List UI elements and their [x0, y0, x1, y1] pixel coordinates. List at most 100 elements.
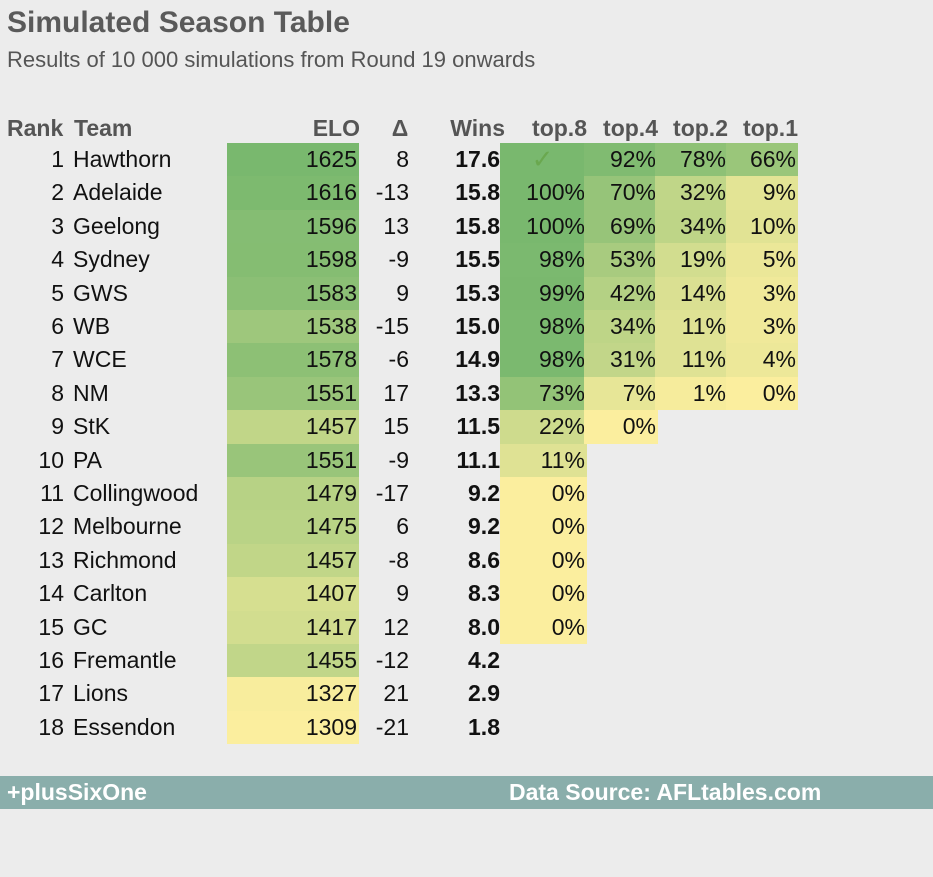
delta-cell: 8: [396, 146, 409, 172]
team-cell: PA: [73, 446, 102, 473]
elo-cell: 1538: [227, 310, 359, 344]
elo-cell: 1583: [227, 276, 359, 310]
delta-cell: 6: [396, 513, 409, 540]
top8-cell: 0%: [500, 543, 587, 578]
delta-cell: -8: [388, 546, 409, 573]
top2-cell: 11%: [655, 343, 728, 377]
wins-cell: 15.0: [455, 313, 500, 339]
top8-cell: 0%: [500, 577, 587, 611]
header-top2: top.2: [673, 115, 728, 141]
top8-cell: 0%: [500, 610, 587, 644]
team-cell: Hawthorn: [73, 146, 172, 172]
wins-cell: 15.3: [455, 279, 500, 306]
wins-cell: 15.5: [455, 246, 500, 273]
wins-cell: 15.8: [455, 179, 500, 206]
top2-cell: 14%: [655, 276, 728, 310]
top1-cell: 10%: [726, 209, 798, 244]
team-cell: WB: [73, 313, 111, 339]
team-cell: Carlton: [73, 580, 148, 607]
delta-cell: -17: [375, 480, 409, 506]
top8-cell: 73%: [500, 376, 587, 411]
delta-cell: -21: [375, 713, 409, 740]
footer-bar: +plusSixOne Data Source: AFLtables.com: [0, 776, 933, 809]
delta-cell: 13: [383, 212, 409, 239]
rank-cell: 12: [38, 513, 64, 540]
delta-cell: 9: [396, 279, 409, 306]
team-cell: Geelong: [73, 212, 160, 239]
elo-cell: 1475: [227, 510, 359, 544]
wins-cell: 1.8: [468, 713, 500, 740]
delta-cell: -15: [375, 313, 409, 339]
top4-cell: 31%: [584, 343, 658, 377]
team-cell: WCE: [73, 346, 127, 373]
top2-cell: 32%: [655, 176, 728, 210]
delta-cell: 15: [383, 413, 409, 440]
wins-cell: 8.0: [468, 613, 500, 640]
elo-cell: 1578: [227, 343, 359, 377]
header-delta: Δ: [391, 115, 409, 141]
team-cell: Sydney: [73, 246, 150, 273]
wins-cell: 14.9: [455, 346, 500, 373]
rank-cell: 14: [38, 580, 64, 607]
elo-cell: 1457: [227, 410, 359, 444]
top2-cell: 1%: [655, 376, 728, 411]
wins-cell: 15.8: [455, 212, 500, 239]
top1-cell: 0%: [726, 376, 798, 411]
top2-cell: 11%: [655, 310, 728, 344]
top1-cell: 9%: [726, 176, 798, 210]
team-cell: Richmond: [73, 546, 177, 573]
header-team: Team: [74, 115, 133, 141]
rank-cell: 9: [51, 413, 64, 440]
elo-cell: 1551: [227, 376, 359, 411]
team-cell: Essendon: [73, 713, 176, 740]
elo-cell: 1479: [227, 477, 359, 511]
top1-cell: 66%: [726, 143, 798, 177]
rank-cell: 18: [38, 713, 64, 740]
elo-cell: 1625: [227, 143, 359, 177]
elo-cell: 1417: [227, 610, 359, 644]
rank-cell: 10: [38, 446, 64, 473]
top8-cell: 100%: [500, 176, 587, 210]
team-cell: Melbourne: [73, 513, 182, 540]
wins-cell: 4.2: [468, 647, 500, 673]
top8-cell: 98%: [500, 243, 587, 277]
rank-cell: 3: [51, 212, 64, 239]
top2-cell: 78%: [655, 143, 728, 177]
delta-cell: 9: [396, 580, 409, 607]
delta-cell: -12: [375, 647, 409, 673]
header-top1: top.1: [743, 115, 798, 141]
wins-cell: 8.3: [468, 580, 500, 607]
rank-cell: 13: [38, 546, 64, 573]
top4-cell: 0%: [584, 410, 658, 444]
rank-cell: 4: [51, 246, 64, 273]
team-cell: Collingwood: [73, 480, 199, 506]
elo-cell: 1309: [227, 710, 359, 745]
elo-cell: 1616: [227, 176, 359, 210]
top2-cell: 19%: [655, 243, 728, 277]
rank-cell: 1: [51, 146, 64, 172]
top4-cell: 69%: [584, 209, 658, 244]
team-cell: GC: [73, 613, 108, 640]
rank-cell: 15: [38, 613, 64, 640]
top8-cell: 100%: [500, 209, 587, 244]
rank-cell: 17: [38, 680, 64, 707]
wins-cell: 11.1: [456, 446, 501, 473]
top4-cell: 7%: [584, 376, 658, 411]
top2-cell: 34%: [655, 209, 728, 244]
top4-cell: 42%: [584, 276, 658, 310]
rank-cell: 5: [51, 279, 64, 306]
rank-cell: 2: [51, 179, 64, 206]
team-cell: Lions: [73, 680, 128, 707]
team-cell: StK: [73, 413, 111, 440]
wins-cell: 8.6: [468, 546, 500, 573]
header-wins: Wins: [450, 115, 505, 141]
top4-cell: 34%: [584, 310, 658, 344]
team-cell: Adelaide: [73, 179, 163, 206]
wins-cell: 9.2: [468, 480, 500, 506]
elo-cell: 1596: [227, 209, 359, 244]
rank-cell: 6: [51, 313, 64, 339]
top8-cell: 22%: [500, 410, 587, 444]
delta-cell: -6: [388, 346, 409, 373]
elo-cell: 1407: [227, 577, 359, 611]
delta-cell: 17: [383, 379, 409, 406]
